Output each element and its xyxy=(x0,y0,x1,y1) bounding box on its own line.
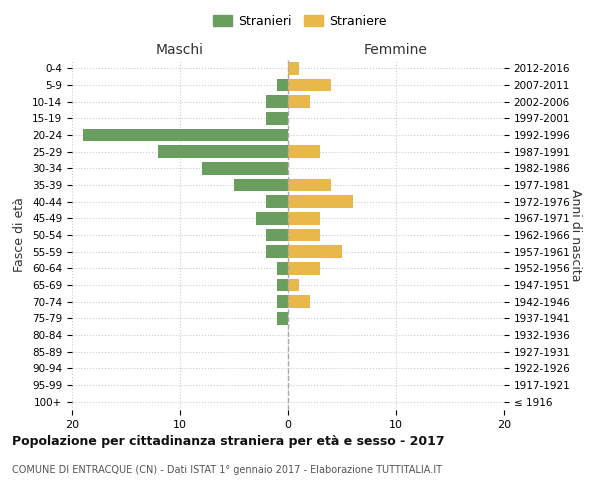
Bar xyxy=(288,79,331,92)
Bar xyxy=(277,79,288,92)
Bar xyxy=(288,146,320,158)
Bar xyxy=(288,96,310,108)
Bar xyxy=(277,262,288,274)
Bar xyxy=(266,246,288,258)
Bar xyxy=(288,246,342,258)
Bar xyxy=(288,262,320,274)
Bar xyxy=(83,129,288,141)
Bar xyxy=(288,62,299,74)
Bar xyxy=(234,179,288,192)
Y-axis label: Anni di nascita: Anni di nascita xyxy=(569,188,581,281)
Bar xyxy=(266,229,288,241)
Bar xyxy=(277,296,288,308)
Bar xyxy=(266,112,288,124)
Text: Popolazione per cittadinanza straniera per età e sesso - 2017: Popolazione per cittadinanza straniera p… xyxy=(12,435,445,448)
Text: Maschi: Maschi xyxy=(156,42,204,56)
Bar xyxy=(277,312,288,324)
Bar xyxy=(288,212,320,224)
Bar xyxy=(202,162,288,174)
Legend: Stranieri, Straniere: Stranieri, Straniere xyxy=(209,11,391,32)
Bar xyxy=(256,212,288,224)
Bar xyxy=(288,279,299,291)
Bar xyxy=(266,196,288,208)
Bar xyxy=(277,279,288,291)
Bar xyxy=(266,96,288,108)
Y-axis label: Fasce di età: Fasce di età xyxy=(13,198,26,272)
Text: Femmine: Femmine xyxy=(364,42,428,56)
Bar xyxy=(288,196,353,208)
Bar xyxy=(158,146,288,158)
Bar xyxy=(288,296,310,308)
Bar xyxy=(288,229,320,241)
Text: COMUNE DI ENTRACQUE (CN) - Dati ISTAT 1° gennaio 2017 - Elaborazione TUTTITALIA.: COMUNE DI ENTRACQUE (CN) - Dati ISTAT 1°… xyxy=(12,465,442,475)
Bar xyxy=(288,179,331,192)
